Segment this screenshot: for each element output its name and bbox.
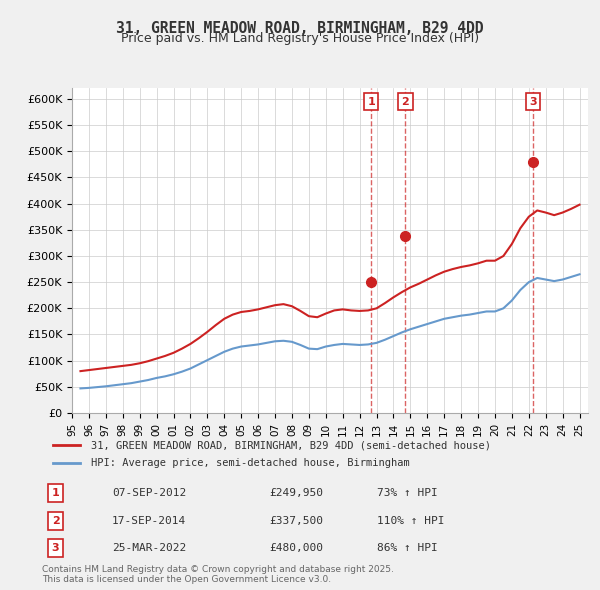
Text: 07-SEP-2012: 07-SEP-2012 xyxy=(112,489,187,499)
Text: £249,950: £249,950 xyxy=(269,489,323,499)
Text: 17-SEP-2014: 17-SEP-2014 xyxy=(112,516,187,526)
Text: 1: 1 xyxy=(52,489,59,499)
Text: £480,000: £480,000 xyxy=(269,543,323,553)
Text: £337,500: £337,500 xyxy=(269,516,323,526)
Text: 25-MAR-2022: 25-MAR-2022 xyxy=(112,543,187,553)
Text: 110% ↑ HPI: 110% ↑ HPI xyxy=(377,516,444,526)
Text: 1: 1 xyxy=(367,97,375,107)
Text: 73% ↑ HPI: 73% ↑ HPI xyxy=(377,489,437,499)
Text: 3: 3 xyxy=(529,97,536,107)
Text: Contains HM Land Registry data © Crown copyright and database right 2025.
This d: Contains HM Land Registry data © Crown c… xyxy=(42,565,394,584)
Text: 3: 3 xyxy=(52,543,59,553)
Text: 31, GREEN MEADOW ROAD, BIRMINGHAM, B29 4DD (semi-detached house): 31, GREEN MEADOW ROAD, BIRMINGHAM, B29 4… xyxy=(91,440,491,450)
Text: 86% ↑ HPI: 86% ↑ HPI xyxy=(377,543,437,553)
Text: 2: 2 xyxy=(401,97,409,107)
Text: 31, GREEN MEADOW ROAD, BIRMINGHAM, B29 4DD: 31, GREEN MEADOW ROAD, BIRMINGHAM, B29 4… xyxy=(116,21,484,35)
Text: Price paid vs. HM Land Registry's House Price Index (HPI): Price paid vs. HM Land Registry's House … xyxy=(121,32,479,45)
Text: 2: 2 xyxy=(52,516,59,526)
Text: HPI: Average price, semi-detached house, Birmingham: HPI: Average price, semi-detached house,… xyxy=(91,458,409,468)
